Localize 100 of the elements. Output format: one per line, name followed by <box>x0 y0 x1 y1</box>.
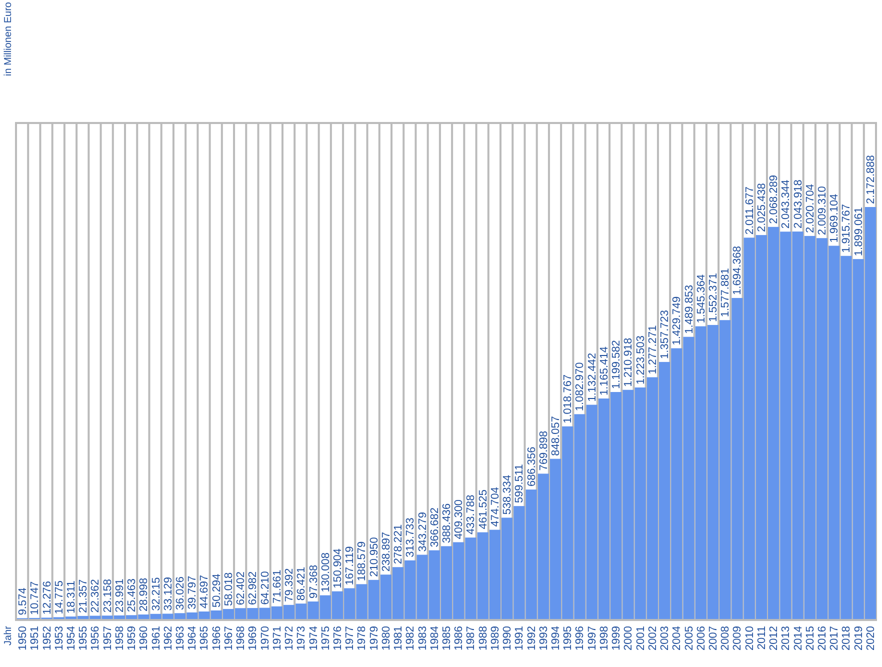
data-label: 62.982 <box>247 571 260 606</box>
x-tick-label: 1975 <box>320 626 332 650</box>
data-label: 21.357 <box>78 579 90 613</box>
data-label: 769.898 <box>538 430 550 471</box>
x-tick-label: 1978 <box>356 626 368 650</box>
x-tick-label: 2004 <box>671 626 684 650</box>
data-label: 167.119 <box>344 546 356 586</box>
x-tick-label: 1953 <box>53 626 66 650</box>
x-tick-label: 1977 <box>344 626 356 650</box>
x-tick-label: 2020 <box>864 626 877 650</box>
data-label: 1.969.104 <box>828 194 841 243</box>
x-tick-label: 1956 <box>90 626 102 650</box>
x-tick-label: 1980 <box>380 626 392 650</box>
data-label: 848.057 <box>550 416 562 456</box>
x-tick-label: 1960 <box>138 626 150 650</box>
x-tick-label: 1984 <box>428 626 441 650</box>
data-label: 1.489.853 <box>683 284 696 334</box>
data-label: 1.277.271 <box>646 325 659 374</box>
x-tick-label: 1994 <box>550 626 562 650</box>
x-tick-label: 2013 <box>780 626 792 650</box>
data-label: 1.018.767 <box>562 374 574 424</box>
data-label: 130.008 <box>320 552 332 592</box>
x-tick-label: 2003 <box>659 626 672 650</box>
x-tick-label: 1962 <box>162 626 174 650</box>
x-tick-label: 2014 <box>792 626 804 650</box>
x-tick-label: 1957 <box>102 626 114 650</box>
data-label: 1.082.970 <box>574 362 586 412</box>
data-label: 9.574 <box>17 588 30 616</box>
x-tick-label: 1969 <box>247 626 260 650</box>
data-label: 409.300 <box>453 499 466 540</box>
data-label: 23.158 <box>102 578 114 613</box>
data-label: 1.577.881 <box>720 268 732 318</box>
data-label: 10.747 <box>29 581 42 615</box>
x-tick-label: 1970 <box>259 626 272 650</box>
data-label: 58.018 <box>222 572 235 606</box>
x-tick-label: 1989 <box>489 626 502 650</box>
data-label: 25.463 <box>126 578 138 612</box>
x-tick-label: 1985 <box>441 626 453 650</box>
data-label: 1.552.371 <box>707 273 720 322</box>
x-tick-label: 1995 <box>562 626 574 650</box>
data-label: 1.429.749 <box>671 296 684 346</box>
x-tick-label: 1968 <box>235 626 248 650</box>
x-tick-label: 1986 <box>453 626 466 650</box>
data-label: 1.915.767 <box>840 204 853 253</box>
data-label: 313.733 <box>404 518 417 558</box>
data-label: 18.311 <box>66 580 78 614</box>
x-tick-label: 1990 <box>502 626 514 650</box>
data-label: 1.210.918 <box>622 338 635 387</box>
data-label: 28.998 <box>138 578 150 612</box>
data-label: 36.026 <box>174 576 187 610</box>
data-label: 188.579 <box>356 541 368 582</box>
x-tick-label: 1998 <box>598 626 610 650</box>
x-tick-label: 1974 <box>308 626 320 650</box>
data-label: 14.775 <box>53 580 66 614</box>
data-label: 33.129 <box>162 577 174 611</box>
x-tick-label: 2019 <box>852 626 865 650</box>
data-label: 1.899.061 <box>852 207 865 256</box>
data-label: 686.356 <box>526 446 538 487</box>
x-tick-label: 1971 <box>271 626 284 650</box>
x-tick-label: 1952 <box>41 626 54 650</box>
x-tick-label: 1965 <box>198 626 211 650</box>
data-label: 2.068.289 <box>768 174 780 224</box>
data-label: 39.797 <box>186 576 199 610</box>
x-tick-label: 1950 <box>17 626 30 650</box>
data-label: 433.788 <box>465 494 478 535</box>
data-label: 64.210 <box>259 571 272 605</box>
data-label: 2.043.918 <box>792 180 804 229</box>
data-label: 474.704 <box>489 487 502 527</box>
x-tick-label: 2015 <box>804 626 816 650</box>
x-tick-label: 1955 <box>78 626 90 650</box>
x-tick-label: 2017 <box>828 626 841 650</box>
text: Jahr <box>3 625 14 646</box>
x-tick-label: 1966 <box>210 626 223 650</box>
data-label: 2.009.310 <box>816 186 828 236</box>
x-tick-label: 1982 <box>404 626 417 650</box>
data-label: 2.011.677 <box>744 186 756 235</box>
x-tick-label: 1967 <box>222 626 235 650</box>
y-axis-title: in Millionen Euro <box>3 2 14 76</box>
x-tick-label: 1991 <box>514 626 526 650</box>
x-tick-label: 1999 <box>610 626 623 650</box>
x-tick-label: 1983 <box>416 626 429 650</box>
data-label: 22.362 <box>90 579 102 613</box>
data-label: 1.545.364 <box>695 274 708 324</box>
x-tick-label: 2010 <box>744 626 756 650</box>
x-tick-label: 1997 <box>586 626 598 650</box>
data-label: 343.279 <box>416 512 429 552</box>
x-tick-label: 2001 <box>634 626 647 650</box>
data-label: 12.276 <box>41 581 54 615</box>
data-label: 2.043.344 <box>780 180 792 229</box>
data-label: 1.223.503 <box>634 336 647 384</box>
data-label: 32.215 <box>150 577 162 611</box>
x-tick-label: 1993 <box>538 626 550 650</box>
data-label: 238.897 <box>380 532 392 572</box>
x-tick-label: 1964 <box>186 626 199 650</box>
x-tick-label: 2011 <box>756 626 768 650</box>
x-tick-label: 1959 <box>126 626 138 650</box>
data-label: 1.357.723 <box>659 310 672 359</box>
data-label: 1.165.414 <box>598 346 610 396</box>
data-label: 44.697 <box>198 574 211 609</box>
x-tick-label: 2002 <box>646 626 659 650</box>
